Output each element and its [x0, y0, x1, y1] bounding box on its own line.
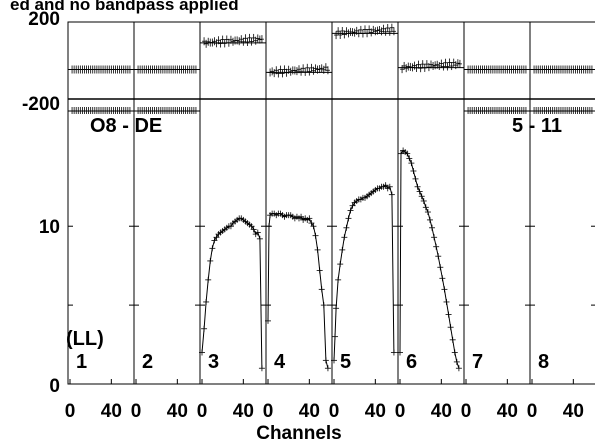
x-tick-label: 40 [233, 401, 254, 422]
channel-label: 3 [208, 351, 219, 373]
amp-series-ch3 [199, 215, 265, 372]
phase-series-ch7 [464, 65, 530, 114]
x-tick-label: 0 [395, 401, 406, 422]
amp-line [201, 217, 263, 369]
phase-series-ch5 [332, 23, 398, 40]
phase-tick-label: 200 [28, 9, 60, 30]
x-axis-label: Channels [256, 423, 342, 443]
channel-label: 6 [406, 351, 417, 373]
x-tick-label: 0 [131, 401, 142, 422]
x-tick-label: 0 [329, 401, 340, 422]
phase-series-ch1 [68, 65, 134, 114]
amp-series-ch6 [397, 147, 462, 372]
annotations: O8 - DE 5 - 11 (LL) [66, 115, 562, 350]
amp-line [333, 184, 395, 361]
amp-line [267, 213, 329, 369]
x-tick-label: 40 [497, 401, 518, 422]
amp-tick-label: 0 [49, 376, 60, 397]
phase-series-ch8 [530, 65, 595, 114]
x-tick-label: 0 [65, 401, 76, 422]
x-tick-label: 0 [527, 401, 538, 422]
phase-series-ch2 [134, 65, 200, 114]
x-tick-label: 40 [101, 401, 122, 422]
phase-series-ch6 [398, 58, 464, 74]
x-tick-label: 0 [263, 401, 274, 422]
x-tick-label: 40 [365, 401, 386, 422]
amp-series-ch4 [265, 210, 331, 372]
channel-label: 8 [538, 351, 549, 373]
x-tick-label: 0 [197, 401, 208, 422]
x-tick-label: 40 [563, 401, 584, 422]
phase-series-ch3 [200, 33, 266, 48]
time-label: 5 - 11 [512, 115, 562, 137]
channel-label: 1 [76, 351, 87, 373]
x-tick-label: 40 [299, 401, 320, 422]
amplitude-panel [199, 147, 462, 372]
x-tick-label: 40 [167, 401, 188, 422]
channel-label: 5 [340, 351, 351, 373]
chart-title: ed and no bandpass applied [10, 0, 239, 14]
baseline-label: O8 - DE [90, 115, 162, 137]
x-tick-label: 40 [431, 401, 452, 422]
amp-tick-label: 10 [39, 217, 60, 238]
phase-panel [68, 23, 595, 114]
panel-frames [67, 21, 595, 385]
channel-label: 2 [142, 351, 153, 373]
phase-tick-label: -200 [22, 94, 60, 115]
amp-line [399, 149, 460, 369]
channel-label: 4 [274, 351, 286, 373]
x-tick-label: 0 [461, 401, 472, 422]
channel-label: 7 [472, 351, 483, 373]
polarization-label: (LL) [66, 328, 104, 350]
amp-series-ch5 [331, 182, 397, 364]
phase-series-ch4 [266, 63, 332, 78]
